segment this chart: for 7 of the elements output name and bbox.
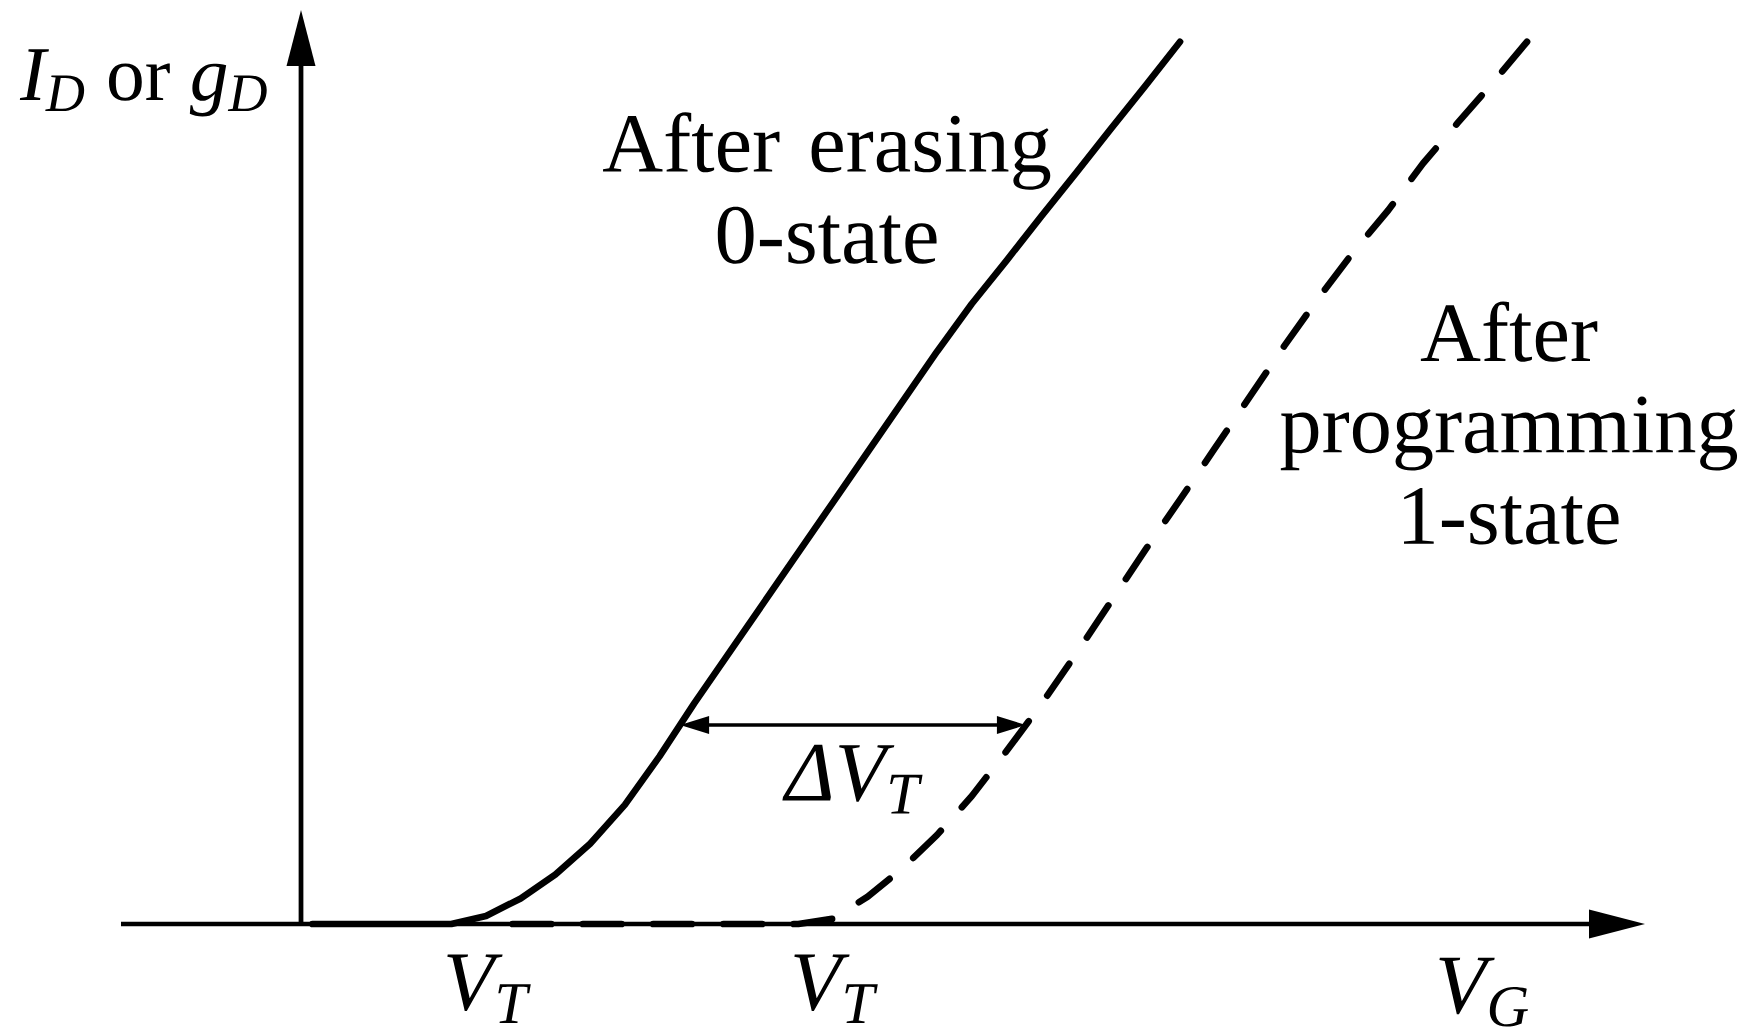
x-axis-title: V$_{G}$ [1439,957,1528,1027]
series-label: After programming 1-state [1280,301,1738,545]
text: I$_{D}$ or g$_{D}$ [19,49,267,117]
x-tick-label: V$_{T}$ [447,954,531,1023]
series-label: After erasing 0-state [603,112,1051,264]
x-tick-label: V$_{T}$ [794,954,878,1023]
annotation: ΔV$_{T}$ [782,744,923,814]
